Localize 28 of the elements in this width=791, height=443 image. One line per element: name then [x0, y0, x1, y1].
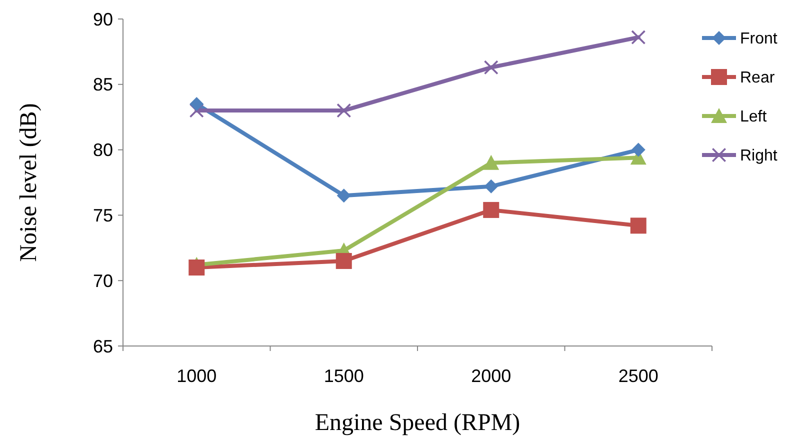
x-tick-label: 1000	[176, 366, 217, 386]
point	[190, 97, 204, 112]
legend-label: Rear	[740, 70, 776, 87]
point	[631, 142, 646, 157]
point	[484, 179, 498, 194]
x-tick-label: 2000	[471, 366, 512, 386]
point	[483, 154, 500, 170]
y-tick-label: 90	[92, 9, 113, 30]
legend-label: Left	[740, 108, 768, 126]
y-tick-label: 70	[92, 270, 113, 291]
point	[336, 252, 352, 269]
point	[631, 30, 646, 44]
x-axis-title: Engine Speed (RPM)	[314, 410, 520, 436]
legend-label: Front	[740, 30, 778, 48]
point	[483, 202, 500, 218]
y-axis-title: Noise level (dB)	[16, 103, 42, 262]
point	[630, 218, 646, 234]
y-tick-label: 80	[92, 140, 113, 160]
point	[484, 60, 498, 74]
point	[336, 188, 351, 203]
y-tick-label: 85	[92, 74, 113, 95]
point	[336, 104, 351, 118]
x-tick-label: 1500	[324, 366, 364, 386]
x-tick-label: 2500	[618, 366, 658, 386]
point	[188, 260, 205, 276]
legend-label: Right	[740, 148, 778, 165]
y-tick-label: 75	[92, 206, 113, 226]
y-tick-label: 65	[92, 336, 113, 356]
